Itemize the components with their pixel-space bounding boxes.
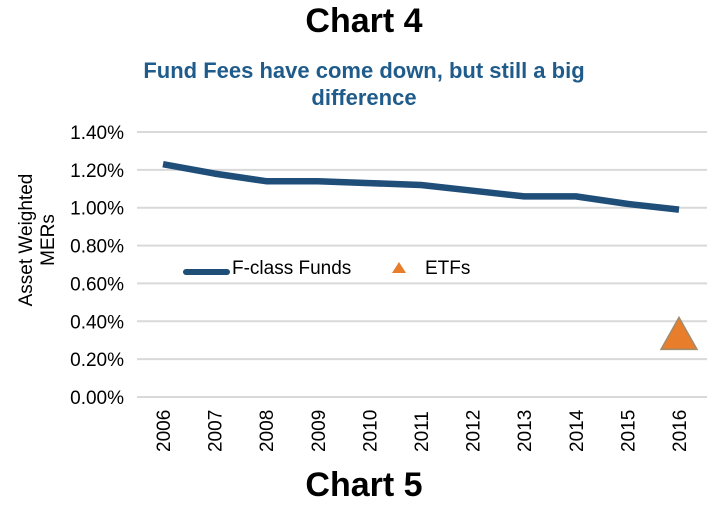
etf-marker (659, 315, 699, 351)
legend-label-fclass: F-class Funds (232, 258, 352, 279)
x-tick-label: 2008 (257, 410, 278, 452)
legend-label-etfs: ETFs (425, 258, 471, 279)
y-tick-label: 0.00% (70, 388, 124, 409)
x-tick-label: 2014 (567, 409, 588, 452)
y-tick-label: 0.40% (70, 312, 124, 333)
x-tick-label: 2009 (309, 410, 330, 452)
x-tick-label: 2010 (360, 410, 381, 452)
legend-line-swatch (183, 269, 230, 275)
x-tick-label: 2015 (618, 410, 639, 452)
x-tick-label: 2011 (412, 411, 433, 452)
y-tick-label: 1.00% (70, 199, 124, 220)
page-title: Chart 4 (305, 2, 423, 40)
y-tick-label: 1.40% (70, 123, 124, 144)
x-tick-label: 2006 (154, 410, 175, 452)
fclass-funds-line (162, 161, 680, 213)
x-tick-label: 2007 (206, 410, 227, 452)
y-tick-label: 0.80% (70, 237, 124, 258)
x-tick-label: 2012 (464, 410, 485, 452)
y-tick-label: 0.20% (70, 350, 124, 371)
next-chart-title: Chart 5 (305, 466, 423, 504)
y-tick-label: 0.60% (70, 274, 124, 295)
chart-subtitle: Fund Fees have come down, but still a bi… (143, 58, 585, 110)
legend-triangle-icon (392, 262, 406, 273)
x-tick-label: 2016 (670, 410, 691, 452)
x-tick-label: 2013 (515, 410, 536, 452)
y-tick-label: 1.20% (70, 161, 124, 182)
